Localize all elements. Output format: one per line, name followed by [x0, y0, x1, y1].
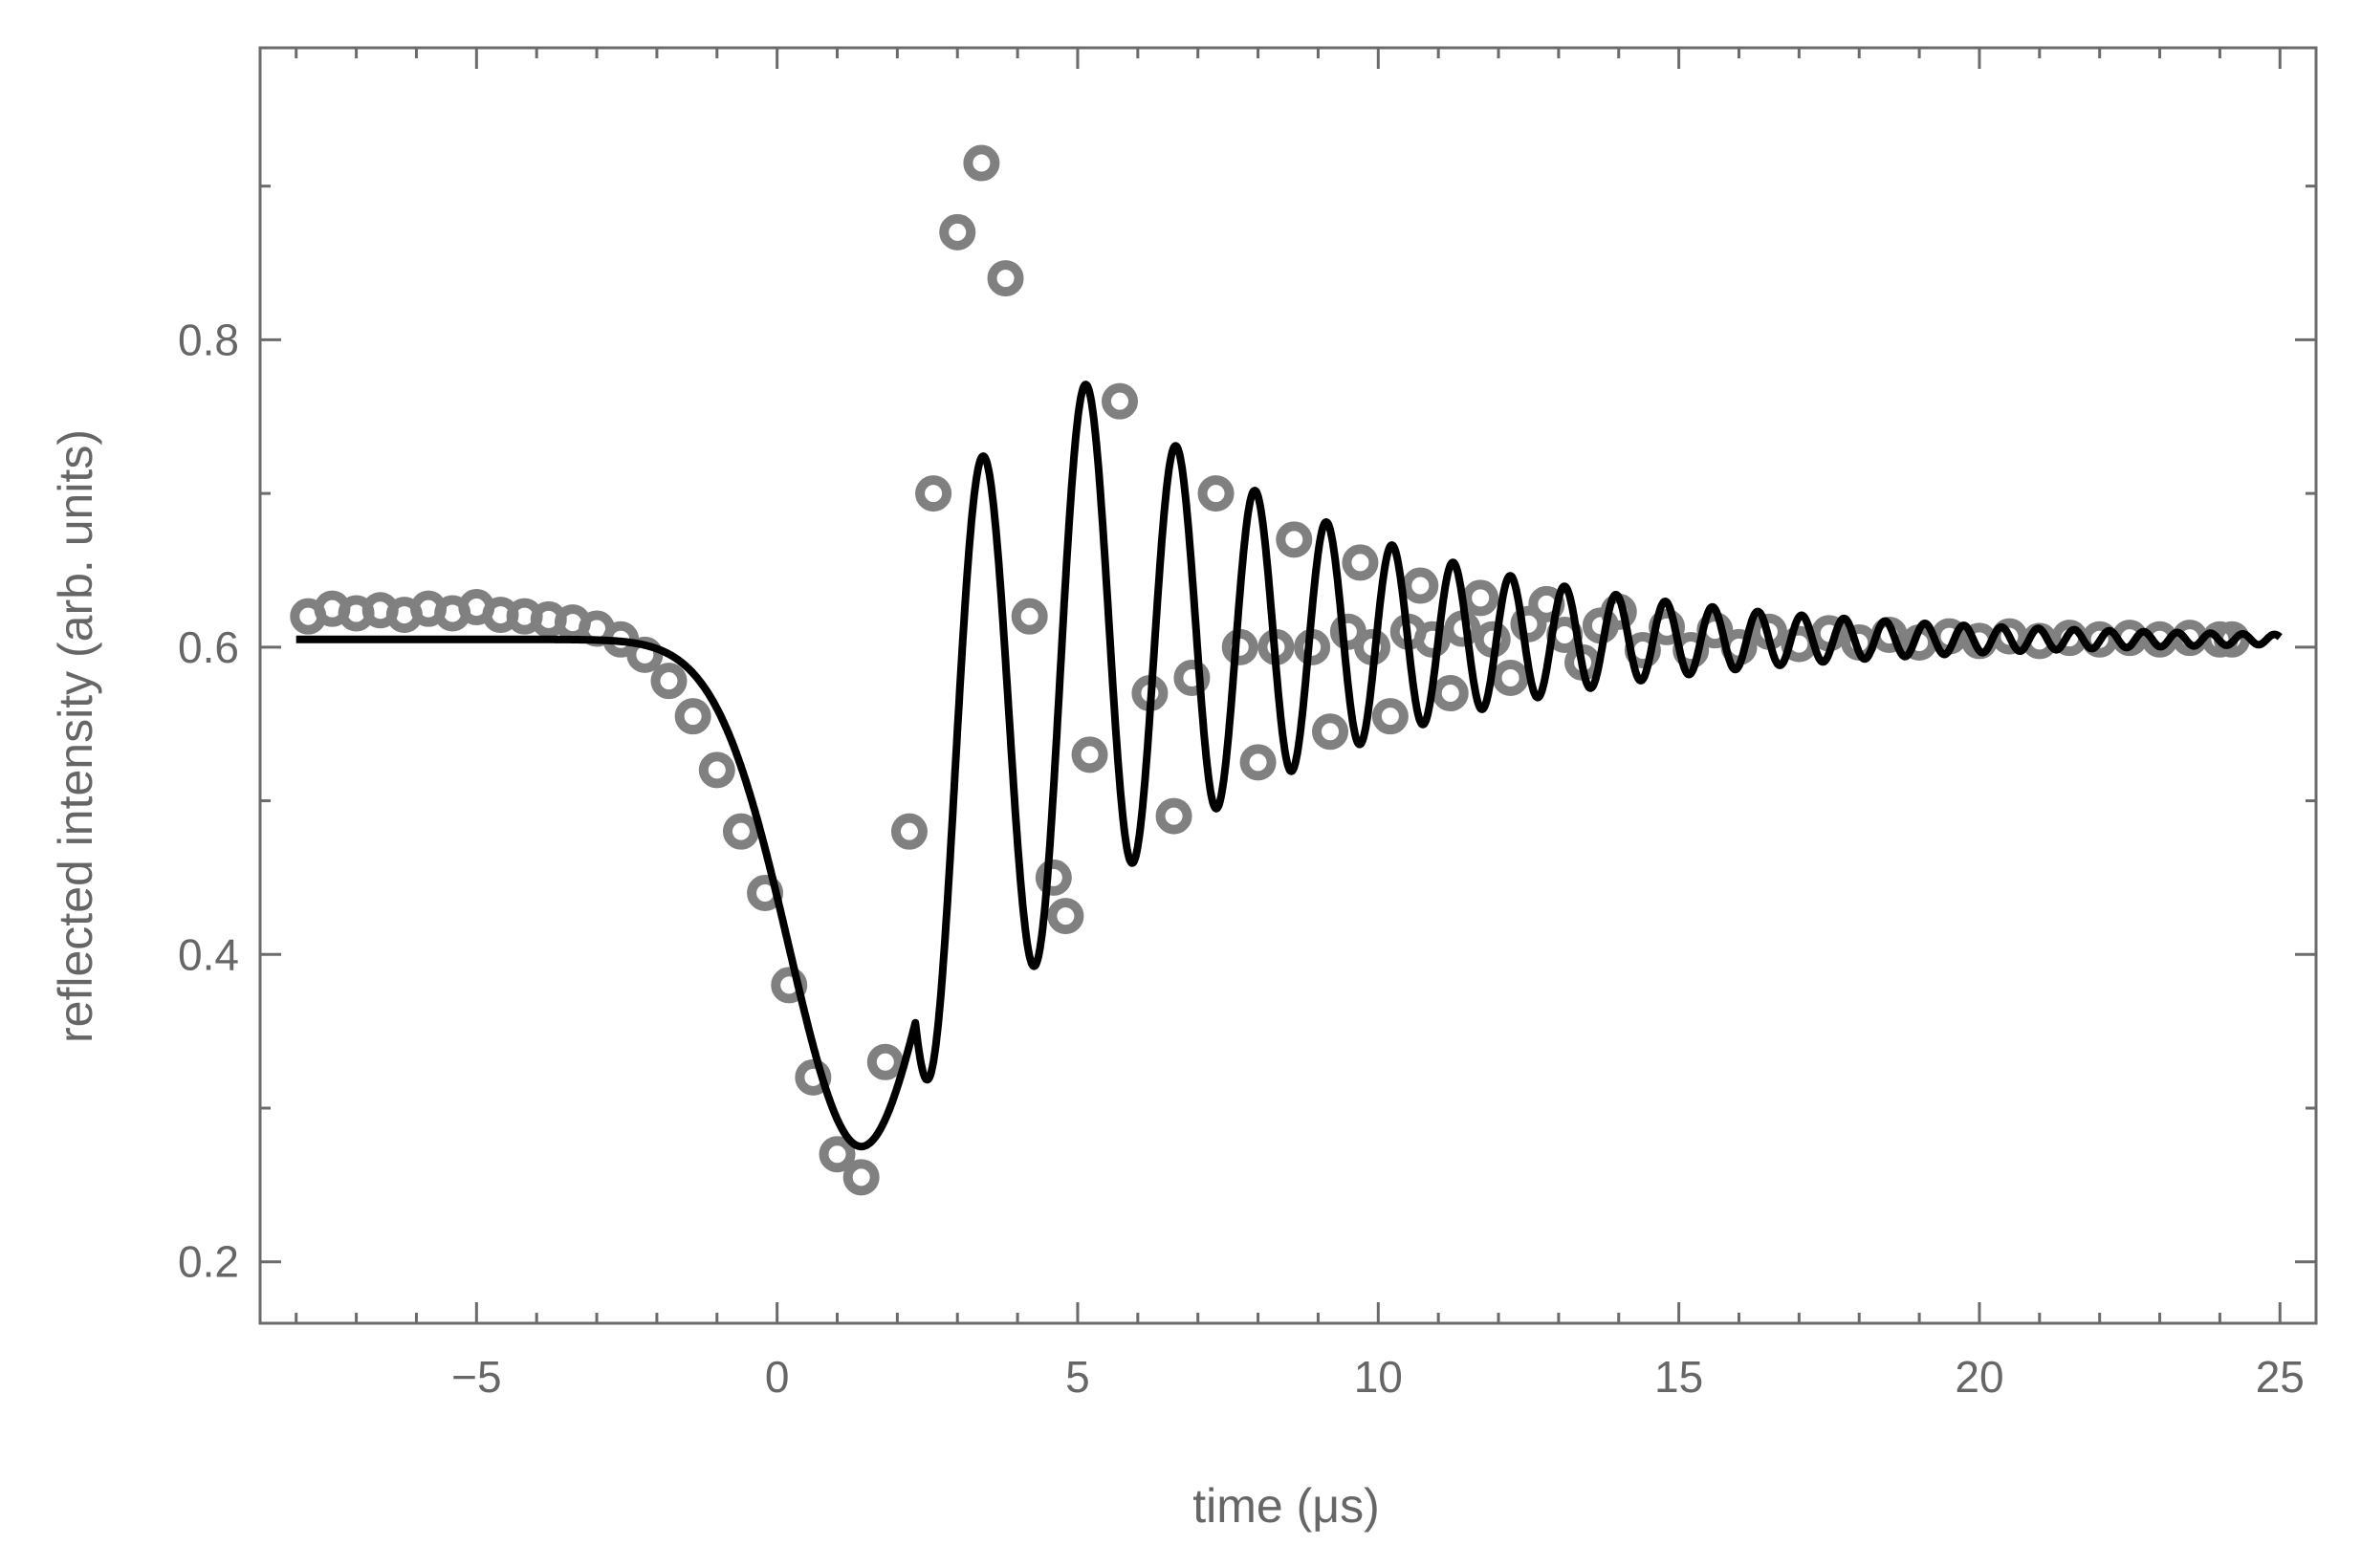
y-axis: 0.2 0.4 0.6 0.8 [178, 185, 2316, 1287]
data-point [1432, 675, 1469, 712]
y-axis-title: reflected intensity (arb. units) [49, 429, 102, 1043]
data-point [1276, 521, 1313, 558]
y-tick-label: 0.6 [178, 622, 239, 672]
x-axis: −5 0 5 10 15 20 25 [295, 48, 2305, 1402]
plot-frame [258, 46, 2318, 1325]
x-tick-label: 15 [1654, 1352, 1703, 1402]
data-point [1462, 579, 1499, 617]
data-point [1011, 598, 1048, 635]
plot-area [258, 46, 2318, 1325]
data-point [1035, 859, 1072, 896]
data-point [1312, 713, 1349, 751]
data-point [915, 475, 952, 512]
data-point [1510, 605, 1547, 642]
data-point [650, 663, 688, 700]
data-point [1342, 544, 1379, 581]
data-point [1371, 698, 1409, 735]
data-point [819, 1136, 856, 1173]
x-axis-title: time (μs) [1192, 1479, 1379, 1533]
data-point [1329, 613, 1366, 650]
x-tick-label: 25 [2256, 1352, 2305, 1402]
data-point [1047, 898, 1084, 935]
data-point [890, 813, 928, 850]
x-tick-label: 10 [1354, 1352, 1403, 1402]
data-point [698, 751, 735, 789]
data-point [939, 213, 976, 250]
x-tick-label: 0 [765, 1352, 790, 1402]
y-tick-label: 0.4 [178, 929, 239, 979]
data-markers [290, 144, 2250, 1196]
data-point [1173, 659, 1211, 696]
data-point [987, 260, 1024, 297]
data-point [866, 1043, 904, 1080]
data-point [1071, 736, 1108, 773]
data-point [1492, 659, 1529, 696]
x-tick-label: −5 [451, 1352, 501, 1402]
data-point [1239, 744, 1277, 781]
data-point [1155, 797, 1192, 835]
data-point [771, 967, 808, 1004]
data-point [795, 1058, 832, 1096]
data-point [1413, 621, 1451, 658]
data-point [1197, 475, 1235, 512]
x-tick-label: 20 [1955, 1352, 2003, 1402]
fit-line [293, 381, 2284, 1151]
data-point [1101, 382, 1138, 420]
data-point [842, 1159, 880, 1196]
y-tick-label: 0.8 [178, 315, 239, 364]
y-tick-label: 0.2 [178, 1237, 239, 1287]
data-point [1402, 567, 1439, 604]
data-point [674, 698, 711, 735]
data-point [963, 144, 1000, 182]
x-tick-label: 5 [1065, 1352, 1090, 1402]
data-point [722, 813, 759, 850]
